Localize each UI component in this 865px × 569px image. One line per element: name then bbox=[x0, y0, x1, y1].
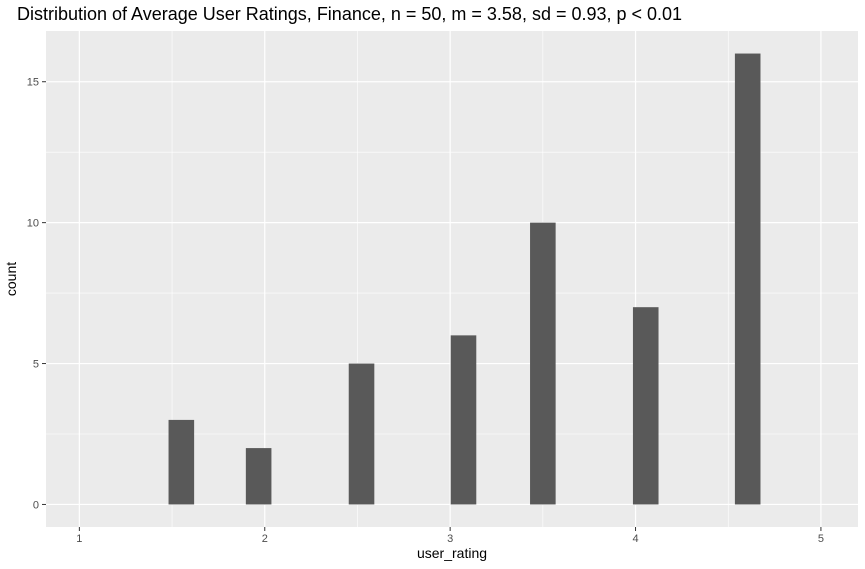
y-tick-label: 5 bbox=[33, 359, 39, 371]
bars bbox=[168, 53, 761, 505]
bar bbox=[734, 53, 761, 505]
x-axis-title: user_rating bbox=[417, 545, 487, 561]
x-tick-label: 3 bbox=[447, 533, 453, 545]
y-axis-title: count bbox=[3, 262, 19, 296]
x-tick-label: 4 bbox=[632, 533, 638, 545]
x-tick-label: 5 bbox=[818, 533, 824, 545]
y-axis: 0 5 10 15 bbox=[27, 77, 46, 511]
y-tick-label: 0 bbox=[33, 499, 39, 511]
y-tick-label: 10 bbox=[27, 218, 39, 230]
bar bbox=[168, 419, 195, 505]
x-axis: 1 2 3 4 5 bbox=[76, 527, 824, 545]
x-tick-label: 2 bbox=[262, 533, 268, 545]
bar bbox=[245, 448, 272, 505]
x-tick-label: 1 bbox=[76, 533, 82, 545]
chart-title: Distribution of Average User Ratings, Fi… bbox=[17, 4, 682, 24]
bar bbox=[632, 307, 659, 505]
bar bbox=[530, 222, 556, 505]
y-tick-label: 15 bbox=[27, 77, 39, 89]
bar bbox=[348, 363, 375, 505]
bar bbox=[450, 335, 477, 505]
